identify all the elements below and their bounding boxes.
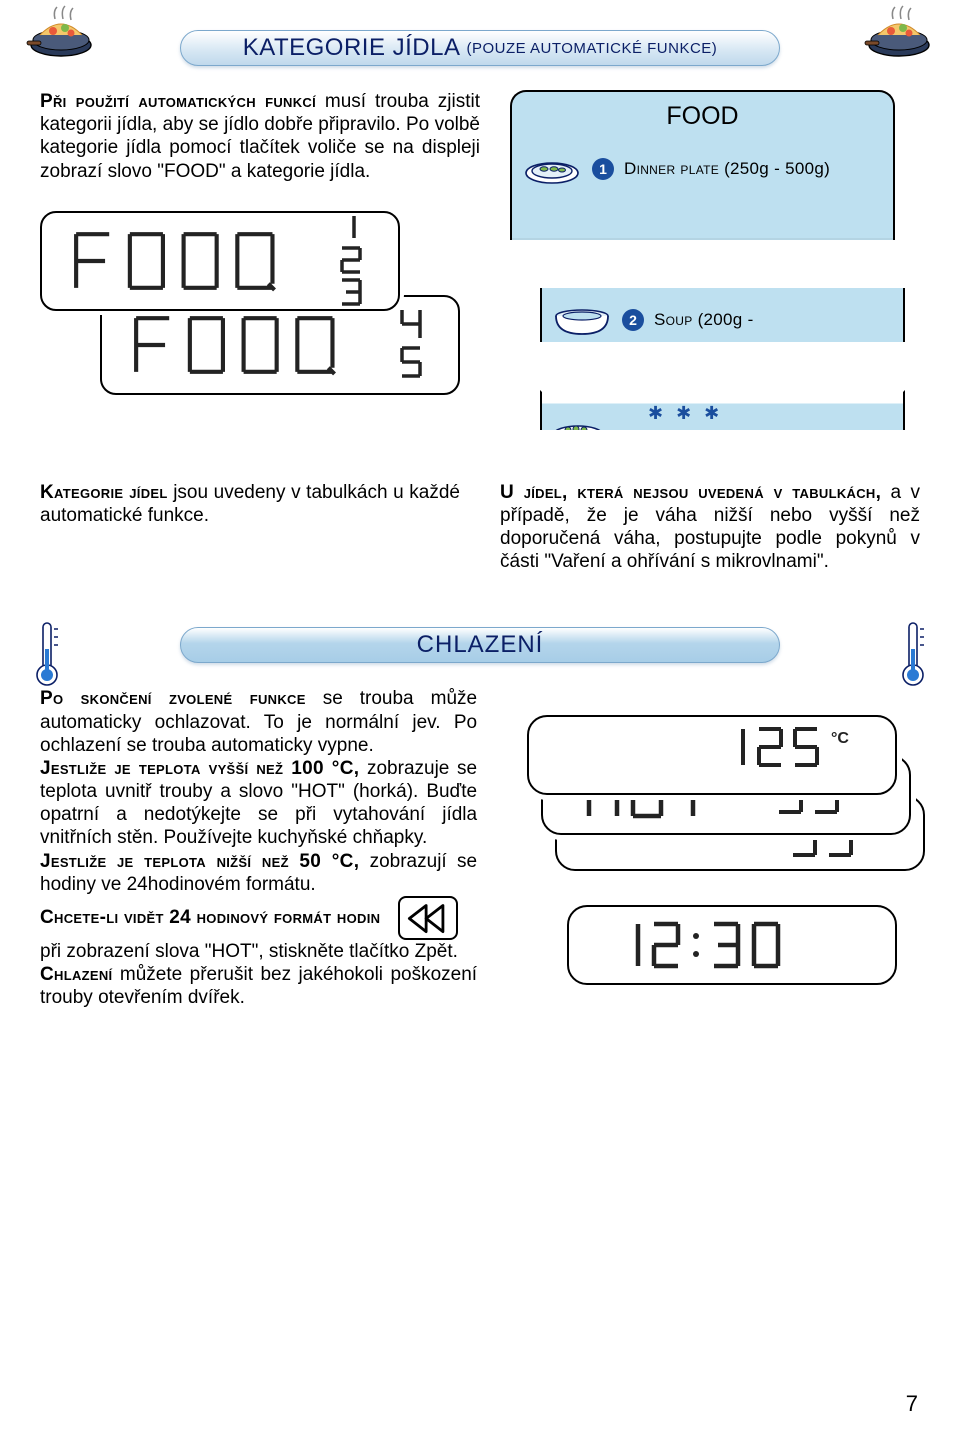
seg-word-2: [132, 314, 380, 376]
thermometer-icon-right: [898, 619, 928, 689]
temp-box-125: °C: [527, 715, 897, 795]
food-label-1: Dinner plate (250g - 500g): [624, 159, 830, 179]
seg-digits-2: [388, 308, 436, 382]
page-number: 7: [906, 1391, 918, 1417]
seg-display-1: [40, 211, 400, 311]
s2-p1: Po skončení zvolené funkce se trouba můž…: [40, 687, 477, 757]
food-panel-header: FOOD: [512, 92, 893, 147]
clock-box: [567, 905, 897, 985]
seg-word-1: [72, 230, 320, 292]
food-panel-cutoff: ✱ ✱ ✱: [540, 390, 905, 430]
thermometer-icon-left: [32, 619, 62, 689]
food-display-stack: [40, 201, 520, 411]
wok-icon-left: [25, 5, 97, 60]
temperature-display-stack: °C °C: [527, 715, 920, 995]
peas-icon: [548, 406, 608, 430]
intro-paragraph: Při použití automatických funkcí musí tr…: [40, 90, 480, 183]
s2-p3: Jestliže je teplota nižší než 50 °C, zob…: [40, 850, 477, 896]
food-label-2: Soup (200g -: [654, 310, 754, 330]
section-title-main: KATEGORIE JÍDLA: [243, 34, 461, 62]
svg-text:°C: °C: [831, 730, 849, 747]
wok-icon-right: [863, 5, 935, 60]
intro-lead: Při použití automatických funkcí: [40, 91, 316, 112]
stars-divider: ✱ ✱ ✱: [648, 403, 723, 424]
food-category-row-2: 2 Soup (200g -: [540, 288, 905, 342]
s2-p4: Chcete-li vidět 24 hodinový formát hodin…: [40, 896, 477, 963]
mid-para-right: U jídel, která nejsou uvedená v tabulkác…: [500, 481, 920, 574]
food-row-1: 1 Dinner plate (250g - 500g): [512, 147, 893, 191]
seg-digits-1: [328, 214, 376, 308]
section2-title-pill: CHLAZENÍ: [180, 627, 780, 663]
food-num-1: 1: [592, 158, 614, 180]
section-title-pill: KATEGORIE JÍDLA (POUZE AUTOMATICKÉ FUNKC…: [180, 30, 780, 66]
s2-p2: Jestliže je teplota vyšší než 100 °C, zo…: [40, 757, 477, 850]
back-button-icon: [398, 896, 458, 940]
section-title-sub: (POUZE AUTOMATICKÉ FUNKCE): [466, 40, 717, 57]
food-num-2: 2: [622, 309, 644, 331]
section2-title: CHLAZENÍ: [417, 631, 544, 659]
soup-bowl-icon: [552, 302, 612, 338]
mid-para-left: Kategorie jídel jsou uvedeny v tabulkách…: [40, 481, 460, 527]
s2-p5: Chlazení můžete přerušit bez jakéhokoli …: [40, 963, 477, 1009]
dinner-plate-icon: [522, 151, 582, 187]
food-category-panel: FOOD 1 Dinner plate (250g - 500g): [510, 90, 895, 240]
